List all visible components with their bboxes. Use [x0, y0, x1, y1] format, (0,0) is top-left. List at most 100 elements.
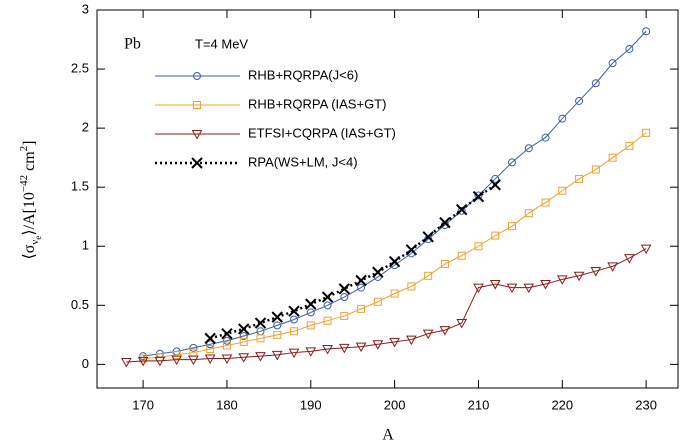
- marker: [137, 356, 149, 367]
- legend-label: RHB+RQRPA(J<6): [248, 67, 358, 82]
- marker: [323, 316, 332, 325]
- marker: [372, 266, 384, 278]
- marker: [238, 323, 250, 335]
- marker: [120, 358, 132, 368]
- marker: [541, 133, 550, 142]
- marker: [389, 337, 400, 348]
- legend-marker: [191, 130, 203, 140]
- marker: [407, 282, 416, 291]
- marker: [288, 305, 300, 317]
- x-tick-label: 190: [300, 397, 322, 412]
- annotation: Pb: [124, 36, 141, 53]
- marker: [541, 198, 550, 207]
- legend-label: RPA(WS+LM, J<4): [248, 154, 358, 169]
- marker: [573, 271, 585, 282]
- marker: [290, 327, 299, 336]
- marker: [338, 343, 350, 354]
- marker: [624, 254, 635, 264]
- marker: [440, 259, 449, 268]
- marker: [491, 231, 500, 240]
- x-tick-label: 170: [132, 397, 154, 412]
- x-axis-label: A: [382, 427, 394, 444]
- marker: [306, 321, 315, 330]
- marker: [154, 356, 166, 367]
- marker: [406, 335, 417, 346]
- y-tick-label: 0: [82, 356, 89, 371]
- marker: [506, 283, 518, 294]
- marker: [556, 275, 568, 285]
- marker: [355, 274, 367, 287]
- marker: [608, 59, 617, 68]
- marker: [340, 311, 349, 320]
- legend-label: RHB+RQRPA (IAS+GT): [248, 96, 386, 111]
- y-tick-label: 2.5: [71, 61, 89, 76]
- marker: [607, 262, 618, 272]
- marker: [305, 347, 317, 357]
- marker: [388, 255, 401, 268]
- legend-label: ETFSI+CQRPA (IAS+GT): [248, 125, 396, 140]
- marker: [221, 354, 233, 364]
- marker: [256, 334, 265, 343]
- marker: [206, 345, 215, 354]
- marker: [524, 144, 533, 153]
- marker: [558, 114, 567, 123]
- marker: [508, 158, 516, 167]
- marker: [640, 244, 652, 255]
- marker: [575, 174, 584, 183]
- marker: [338, 283, 351, 295]
- marker: [373, 297, 382, 306]
- marker: [273, 321, 282, 330]
- marker: [625, 141, 634, 150]
- marker: [523, 283, 535, 294]
- marker: [575, 96, 584, 105]
- marker: [239, 332, 248, 341]
- marker: [422, 231, 434, 243]
- marker: [204, 354, 216, 364]
- marker: [204, 332, 216, 345]
- marker: [271, 311, 283, 323]
- y-tick-label: 1.5: [71, 179, 89, 194]
- marker: [306, 308, 315, 317]
- marker: [491, 174, 500, 183]
- marker: [457, 251, 466, 260]
- marker: [558, 186, 567, 195]
- y-axis-label: ⟨σνe⟩/A[10−42 cm2]: [18, 140, 44, 259]
- marker: [290, 315, 299, 324]
- legend-marker: [191, 157, 203, 169]
- y-tick-label: 3: [82, 1, 89, 16]
- series-line: [143, 30, 647, 357]
- marker: [239, 337, 248, 346]
- marker: [524, 209, 533, 218]
- x-tick-label: 230: [635, 397, 657, 412]
- y-tick-label: 1: [82, 238, 89, 253]
- marker: [273, 330, 282, 339]
- x-tick-label: 200: [384, 397, 406, 412]
- marker: [254, 317, 267, 329]
- marker: [372, 340, 384, 350]
- marker: [305, 298, 317, 310]
- marker: [288, 348, 300, 359]
- x-tick-label: 210: [468, 397, 490, 412]
- marker: [439, 326, 451, 336]
- marker: [206, 340, 215, 349]
- legend-marker: [193, 72, 201, 80]
- marker: [255, 352, 266, 362]
- marker: [608, 153, 617, 162]
- marker: [590, 267, 602, 277]
- marker: [340, 293, 349, 302]
- plot-frame: [96, 9, 679, 389]
- marker: [591, 79, 600, 88]
- marker: [540, 280, 551, 290]
- marker: [390, 289, 399, 298]
- marker: [171, 355, 183, 366]
- marker: [238, 353, 250, 363]
- y-tick-label: 2: [82, 120, 89, 135]
- series-line: [143, 132, 647, 359]
- marker: [222, 341, 231, 350]
- marker: [591, 165, 600, 174]
- marker: [172, 350, 181, 359]
- marker: [323, 301, 332, 310]
- marker: [322, 345, 333, 355]
- marker: [642, 27, 651, 36]
